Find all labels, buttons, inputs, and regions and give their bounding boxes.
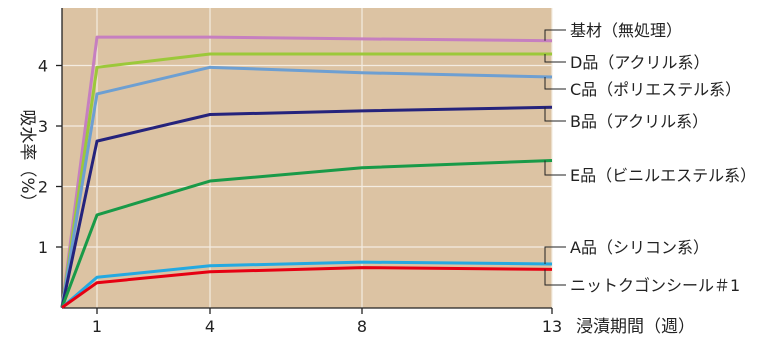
plot-background [62,8,552,308]
x-tick-label: 8 [357,317,367,336]
series-line [60,52,552,308]
x-tick-label: 13 [542,317,562,336]
series-line [60,105,553,308]
legend-leader [544,54,566,63]
x-tick-label: 1 [92,317,102,336]
series-line [61,260,553,309]
axes: 1 2 3 4 1 4 8 13 [38,8,562,336]
series-line [61,266,553,309]
grid-lines [62,8,553,308]
series-line [60,65,553,308]
legend-leader [544,246,566,264]
legend-label: A品（シリコン系） [570,238,709,257]
legend-label: D品（アクリル系） [570,53,710,72]
legend-label: E品（ビニルエステル系） [570,166,756,185]
legend-leader [544,76,566,90]
legend: 基材（無処理） D品（アクリル系） C品（ポリエステル系） B品（アクリル系） E品（ビ… [544,21,756,295]
y-tick-label: 3 [38,117,48,136]
series-lines [60,35,553,309]
x-axis-label: 浸漬期間（週） [576,317,695,337]
legend-label: 基材（無処理） [570,21,682,40]
legend-label: C品（ポリエステル系） [570,80,741,99]
y-axis-label: 吸水率（%） [17,109,37,210]
x-tick-label: 4 [205,317,215,336]
y-tick-label: 1 [38,238,48,257]
legend-label: ニットクゴンシール＃1 [570,276,740,295]
legend-leader [544,29,566,41]
y-tick-label: 2 [38,178,48,197]
legend-leader [544,107,566,122]
legend-label: B品（アクリル系） [570,112,708,131]
series-line [60,158,553,309]
series-line [60,35,553,308]
legend-leader [544,269,566,286]
legend-leader [544,160,566,176]
y-tick-label: 4 [38,57,48,76]
